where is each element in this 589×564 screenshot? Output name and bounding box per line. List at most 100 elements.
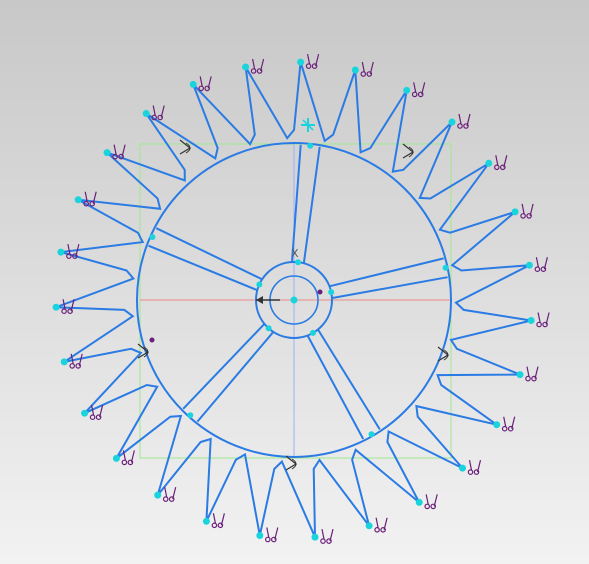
constraint-ring (473, 469, 480, 475)
constraint-ring (67, 308, 73, 315)
tooth-tip-point[interactable] (103, 149, 111, 157)
constraint-ring (320, 538, 326, 544)
endpoint-markers[interactable] (52, 58, 535, 541)
constraint-ring (520, 213, 526, 219)
spoke-edge-1[interactable] (291, 144, 302, 262)
angle-constraint-icon (402, 143, 415, 159)
constraint-ring (424, 503, 431, 510)
spokes-group[interactable] (148, 144, 448, 440)
spoke-rim-point[interactable] (187, 412, 194, 419)
tooth-tip-point[interactable] (459, 464, 466, 472)
spoke-edge-3[interactable] (306, 335, 365, 440)
constraint-ring (264, 536, 271, 543)
tooth-tip-point[interactable] (256, 532, 264, 539)
constraint-ring (162, 496, 169, 502)
tooth-tip-point[interactable] (57, 248, 65, 256)
constraint-ring (118, 153, 124, 160)
constraint-ring (326, 538, 332, 544)
spoke-hub-point[interactable] (295, 259, 301, 266)
tooth-tip-point[interactable] (351, 66, 359, 74)
constraint-ring (217, 522, 224, 529)
spoke-edge-4[interactable] (182, 323, 265, 410)
tooth-tip-point[interactable] (527, 317, 535, 324)
constraint-ring (457, 123, 463, 129)
tooth-tip-point[interactable] (415, 498, 423, 506)
constraint-dot (149, 337, 155, 343)
angle-constraint-icon (437, 346, 450, 362)
selected-point-icon[interactable] (301, 118, 315, 132)
spoke-edge-4[interactable] (196, 331, 274, 423)
constraint-stem (425, 494, 429, 505)
spoke-hub-point[interactable] (265, 325, 272, 332)
spoke-hub-point[interactable] (328, 289, 335, 296)
constraint-stem (252, 58, 256, 70)
gear-teeth-outline[interactable] (55, 61, 532, 538)
tooth-tip-point[interactable] (448, 118, 456, 126)
spoke-edge-1[interactable] (302, 146, 321, 263)
tooth-tip-point[interactable] (52, 303, 60, 311)
gear-rim-circle[interactable] (136, 142, 452, 458)
spoke-edge-3[interactable] (317, 329, 381, 430)
constraint-stem (503, 416, 507, 427)
tooth-tip-point[interactable] (516, 371, 524, 379)
constraint-ring (360, 71, 367, 77)
tooth-tip-point[interactable] (365, 522, 373, 530)
spoke-rim-point[interactable] (307, 142, 314, 149)
tooth-tip-point[interactable] (112, 454, 120, 462)
tooth-tip-point[interactable] (142, 110, 150, 117)
spoke-edge-2[interactable] (329, 257, 444, 288)
coincident-constraint-icon (320, 528, 334, 544)
constraint-ring (411, 91, 418, 98)
coincident-constraint-icon (305, 53, 320, 69)
origin-dot (317, 289, 323, 295)
tooth-tip-point[interactable] (403, 86, 411, 94)
tooth-tip-point[interactable] (81, 409, 89, 417)
tooth-tip-point[interactable] (493, 421, 501, 429)
spoke-edge-5[interactable] (155, 227, 263, 281)
coincident-constraint-icon (151, 105, 165, 121)
spoke-rim-point[interactable] (368, 431, 375, 438)
constraint-ring (311, 63, 318, 69)
spoke-rim-point[interactable] (149, 234, 156, 240)
tooth-tip-point[interactable] (60, 358, 68, 366)
constraint-ring (127, 459, 134, 466)
coincident-constraint-icon (411, 82, 426, 98)
constraint-ring (467, 469, 474, 475)
spoke-rim-point[interactable] (442, 264, 449, 271)
tooth-tip-point[interactable] (74, 196, 82, 204)
constraint-ring (250, 68, 257, 74)
spoke-hub-point[interactable] (310, 329, 316, 336)
tooth-tip-point[interactable] (311, 533, 319, 541)
constraint-ring (430, 503, 437, 510)
tooth-tip-point[interactable] (154, 491, 162, 499)
tooth-tip-point[interactable] (485, 159, 493, 167)
constraint-ring (69, 363, 76, 369)
coincident-constraint-icon (198, 76, 212, 92)
spoke-edge-2[interactable] (332, 276, 448, 299)
constraint-stem (535, 257, 539, 268)
constraint-stem (526, 366, 530, 377)
spoke-hub-point[interactable] (256, 281, 263, 288)
constraint-ring (83, 200, 90, 207)
constraint-ring (507, 425, 514, 432)
constraint-ring (204, 85, 211, 92)
coincident-constraint-icon (457, 113, 471, 129)
center-point[interactable] (290, 296, 298, 304)
constraint-ring (256, 68, 263, 74)
tooth-tip-point[interactable] (511, 208, 519, 216)
tooth-tip-point[interactable] (202, 517, 210, 525)
tooth-tip-point[interactable] (297, 58, 305, 66)
sawtooth-gear-sketch[interactable] (55, 61, 532, 538)
tooth-tip-point[interactable] (189, 80, 197, 88)
constraint-stem (361, 61, 365, 73)
coincident-constraint-icon (520, 203, 534, 219)
constraint-ring (151, 114, 158, 121)
constraint-ring (493, 164, 500, 171)
tooth-tip-point[interactable] (525, 261, 533, 269)
constraint-ring (157, 114, 164, 121)
tooth-tip-point[interactable] (242, 63, 250, 71)
constraint-ring (380, 526, 386, 533)
spoke-edge-5[interactable] (148, 244, 258, 291)
